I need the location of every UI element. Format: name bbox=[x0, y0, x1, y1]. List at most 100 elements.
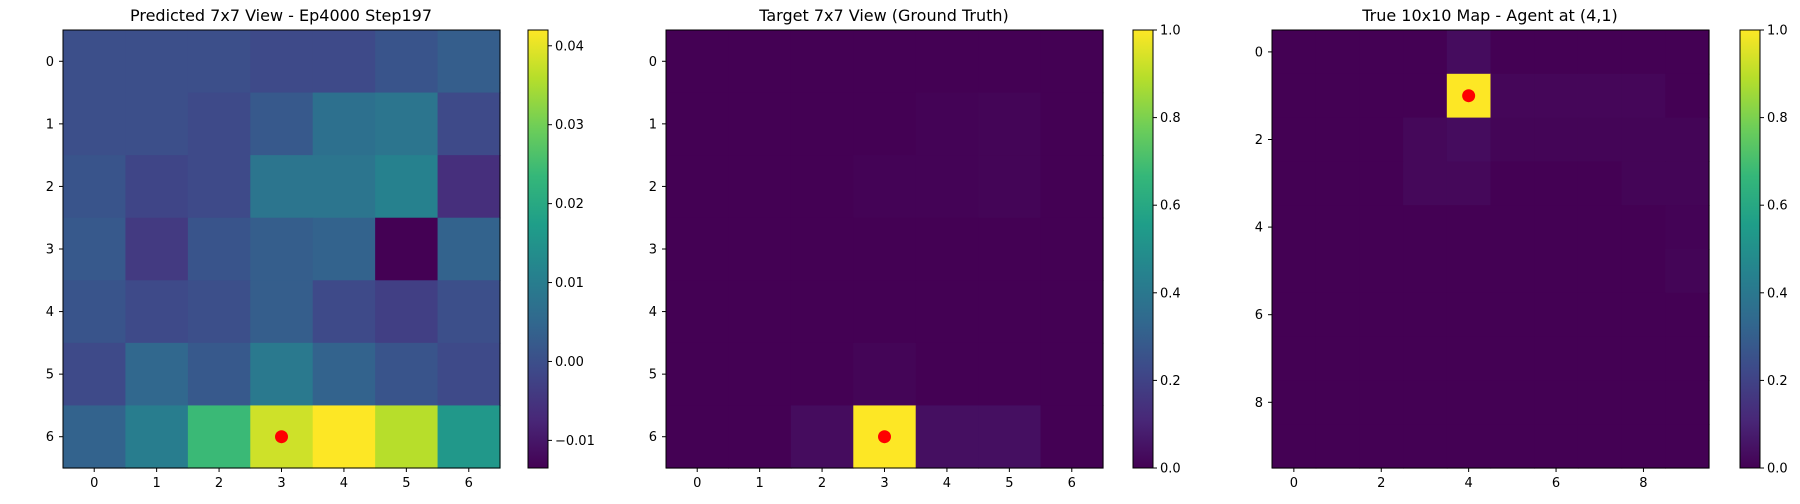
heatmap-cell bbox=[853, 92, 917, 156]
heatmap-cell bbox=[853, 342, 917, 407]
panel-target-view: Target 7x7 View (Ground Truth) 0 1 2 3 4 5 6 0… bbox=[649, 6, 1181, 491]
heatmap-cell bbox=[1040, 342, 1104, 407]
heatmap-cell bbox=[1446, 30, 1492, 75]
y-tick-label: 8 bbox=[1255, 396, 1263, 411]
heatmap-cell bbox=[790, 155, 854, 219]
x-tick-label: 5 bbox=[402, 476, 410, 491]
heatmap-cell bbox=[125, 155, 189, 219]
agent-marker-group bbox=[1462, 89, 1476, 103]
y-tick-label: 0 bbox=[1255, 45, 1263, 60]
heatmap-cell bbox=[375, 342, 439, 407]
colorbar-tick-label: 0.6 bbox=[1160, 199, 1181, 214]
heatmap-cell bbox=[1359, 161, 1404, 206]
heatmap-cell bbox=[1534, 292, 1579, 338]
heatmap-cell bbox=[1403, 336, 1448, 381]
heatmap-cell bbox=[1272, 424, 1317, 469]
panel-title: True 10x10 Map - Agent at (4,1) bbox=[1361, 6, 1618, 25]
heatmap-cell bbox=[1490, 161, 1535, 206]
heatmap-cells bbox=[666, 30, 1104, 469]
heatmap-cell bbox=[1040, 405, 1104, 469]
colorbar-tick-label: −0.01 bbox=[555, 434, 595, 449]
heatmap-cell bbox=[1272, 292, 1317, 338]
y-tick-label: 5 bbox=[649, 368, 657, 383]
heatmap-cell bbox=[63, 217, 127, 281]
heatmap-cell bbox=[1359, 30, 1404, 75]
heatmap-cell bbox=[1621, 30, 1666, 75]
heatmap-cell bbox=[1315, 117, 1360, 162]
heatmap-cells bbox=[63, 30, 501, 469]
heatmap-cell bbox=[790, 280, 854, 344]
heatmap-cell bbox=[63, 92, 127, 156]
x-tick-label: 8 bbox=[1639, 476, 1647, 491]
heatmap-cell bbox=[312, 342, 376, 407]
heatmap-cell bbox=[1534, 30, 1579, 75]
x-tick-label: 4 bbox=[943, 476, 951, 491]
heatmap-cell bbox=[1359, 249, 1404, 294]
colorbar-tick-label: 0.0 bbox=[1767, 462, 1788, 477]
y-tick-label: 1 bbox=[649, 117, 657, 132]
y-tick-label: 3 bbox=[649, 243, 657, 258]
colorbar-bar bbox=[527, 29, 549, 469]
heatmap-cell bbox=[1490, 424, 1535, 469]
y-tick-label: 2 bbox=[1255, 133, 1263, 148]
heatmap-cell bbox=[1621, 117, 1666, 162]
heatmap-cell bbox=[312, 155, 376, 219]
x-tick-label: 6 bbox=[465, 476, 473, 491]
heatmap-cell bbox=[728, 405, 792, 469]
heatmap-cell bbox=[1403, 424, 1448, 469]
heatmap-cell bbox=[1315, 205, 1360, 250]
heatmap-cell bbox=[1403, 292, 1448, 338]
heatmap-cell bbox=[125, 280, 189, 344]
panel-title: Predicted 7x7 View - Ep4000 Step197 bbox=[130, 6, 432, 25]
heatmap-cell bbox=[915, 92, 979, 156]
heatmap-cell bbox=[437, 92, 501, 156]
heatmap-cell bbox=[187, 405, 251, 469]
x-axis-ticks: 0 2 4 6 8 bbox=[1290, 468, 1648, 491]
heatmap-cell bbox=[63, 342, 127, 407]
heatmap-cell bbox=[1446, 117, 1492, 162]
colorbar: 0.0 0.2 0.4 0.6 0.8 1.0 bbox=[1132, 24, 1181, 477]
heatmap-cell bbox=[187, 155, 251, 219]
x-tick-label: 1 bbox=[756, 476, 764, 491]
heatmap-cell bbox=[1665, 30, 1710, 75]
heatmap-cell bbox=[437, 217, 501, 281]
heatmap-cell bbox=[125, 92, 189, 156]
heatmap-cell bbox=[1040, 155, 1104, 219]
heatmap-cell bbox=[1621, 205, 1666, 250]
heatmap-cell bbox=[1272, 336, 1317, 381]
y-tick-label: 4 bbox=[1255, 221, 1263, 236]
heatmap-cell bbox=[1665, 380, 1710, 425]
heatmap-cell bbox=[1040, 30, 1104, 94]
colorbar: −0.01 0.00 0.01 0.02 0.03 0.04 bbox=[527, 29, 595, 469]
heatmap-cell bbox=[666, 405, 730, 469]
heatmap-cell bbox=[125, 342, 189, 407]
heatmap-cell bbox=[853, 30, 917, 94]
heatmap-cell bbox=[1490, 336, 1535, 381]
x-tick-label: 4 bbox=[340, 476, 348, 491]
y-tick-label: 4 bbox=[46, 305, 54, 320]
heatmap-cell bbox=[1490, 30, 1535, 75]
panel-predicted-view: Predicted 7x7 View - Ep4000 Step197 0 1 2 3… bbox=[46, 6, 595, 491]
heatmap-cell bbox=[1665, 249, 1710, 294]
colorbar-tick-label: 0.2 bbox=[1160, 374, 1181, 389]
heatmap-cell bbox=[1490, 249, 1535, 294]
heatmap-cell bbox=[437, 30, 501, 94]
heatmap-cell bbox=[375, 280, 439, 344]
heatmap-cell bbox=[63, 405, 127, 469]
heatmap-cell bbox=[1577, 336, 1623, 381]
x-tick-label: 0 bbox=[1290, 476, 1298, 491]
heatmap-cell bbox=[375, 92, 439, 156]
heatmap-cell bbox=[312, 280, 376, 344]
heatmap-cell bbox=[1272, 73, 1317, 119]
heatmap-cell bbox=[1403, 205, 1448, 250]
heatmap-cell bbox=[1272, 161, 1317, 206]
heatmap-cell bbox=[1446, 424, 1492, 469]
heatmap-cell bbox=[1577, 30, 1623, 75]
heatmap-cell bbox=[853, 155, 917, 219]
colorbar-tick-label: 0.4 bbox=[1160, 286, 1181, 301]
x-tick-label: 3 bbox=[277, 476, 285, 491]
heatmap-cell bbox=[1534, 205, 1579, 250]
heatmap-cell bbox=[437, 155, 501, 219]
colorbar-tick-label: 1.0 bbox=[1160, 24, 1181, 39]
heatmap-cell bbox=[978, 92, 1042, 156]
